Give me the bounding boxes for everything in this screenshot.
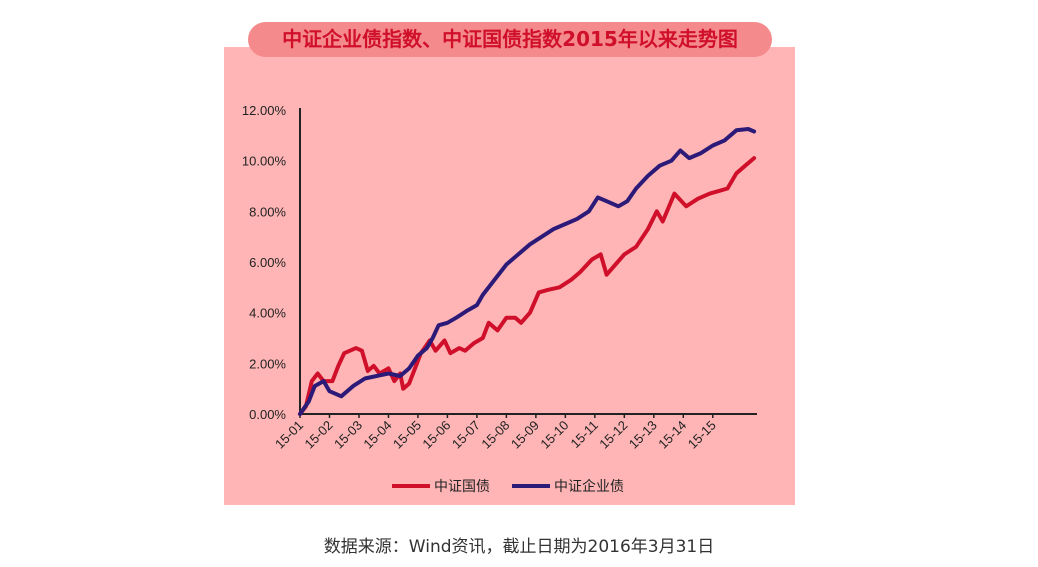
x-tick-label: 15-04 bbox=[360, 418, 394, 452]
legend-label: 中证企业债 bbox=[554, 478, 624, 494]
y-tick-label: 12.00% bbox=[242, 103, 287, 118]
x-tick-label: 15-07 bbox=[449, 418, 483, 452]
y-tick-label: 2.00% bbox=[249, 356, 286, 371]
x-tick-label: 15-15 bbox=[685, 418, 719, 452]
x-tick-label: 15-09 bbox=[508, 418, 542, 452]
x-tick-label: 15-01 bbox=[272, 418, 306, 452]
y-tick-label: 0.00% bbox=[249, 407, 286, 422]
source-note: 数据来源：Wind资讯，截止日期为2016年3月31日 bbox=[323, 537, 715, 557]
y-tick-label: 4.00% bbox=[249, 306, 286, 321]
chart-title: 中证企业债指数、中证国债指数2015年以来走势图 bbox=[248, 22, 772, 57]
y-tick-label: 6.00% bbox=[249, 255, 286, 270]
chart-panel bbox=[224, 47, 795, 505]
x-tick-label: 15-13 bbox=[626, 418, 660, 452]
x-tick-label: 15-14 bbox=[655, 418, 689, 452]
x-tick-label: 15-10 bbox=[537, 418, 571, 452]
legend-label: 中证国债 bbox=[434, 478, 490, 494]
series-line-treasury bbox=[298, 156, 757, 416]
x-tick-label: 15-02 bbox=[301, 418, 335, 452]
y-tick-label: 10.00% bbox=[242, 154, 287, 169]
y-tick-label: 8.00% bbox=[249, 204, 286, 219]
x-tick-label: 15-06 bbox=[419, 418, 453, 452]
x-tick-label: 15-03 bbox=[331, 418, 365, 452]
series-line-corporate bbox=[298, 127, 757, 416]
x-tick-label: 15-12 bbox=[596, 418, 630, 452]
x-tick-label: 15-08 bbox=[478, 418, 512, 452]
line-chart: 0.00% 2.00% 4.00% 6.00% 8.00% 10.00% 12.00% 15-… bbox=[242, 103, 757, 494]
x-tick-label: 15-11 bbox=[568, 418, 601, 451]
x-tick-label: 15-05 bbox=[390, 418, 424, 452]
